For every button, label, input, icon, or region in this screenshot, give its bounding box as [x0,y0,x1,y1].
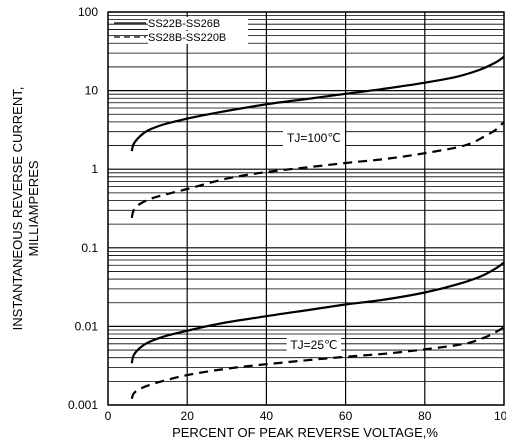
annotation-label: TJ=100℃ [287,131,341,145]
x-axis-title: PERCENT OF PEAK REVERSE VOLTAGE,% [172,425,438,440]
series-line-1 [130,55,505,152]
y-tick-label: 0.1 [81,241,98,255]
y-tick-label: 1 [91,162,98,176]
annotation-label: TJ=25℃ [290,338,337,352]
tick-labels: 0.001 0.01 0.1 1 10 100 0 20 40 60 80 100 [68,5,506,423]
annotation-box [283,128,345,147]
x-tick-label: 60 [339,409,353,423]
annotation-box [286,335,342,354]
y-tick-label: 0.001 [68,398,98,412]
series-line-3 [130,261,505,364]
legend-label: SS22B-SS26B [148,18,220,30]
x-tick-label: 0 [105,409,112,423]
series-line-2 [130,121,505,219]
y-axis-title-line-1: INSTANTANEOUS REVERSE CURRENT, [10,87,25,331]
legend-bg [148,31,248,44]
y-axis-title-2: MILLIAMPERES [26,160,41,256]
x-tick-label: 80 [418,409,432,423]
legend-label: SS28B-SS220B [148,32,226,44]
y-axis-title-line-2: MILLIAMPERES [26,160,41,256]
x-tick-label: 100 [494,409,506,423]
series-group [130,55,505,400]
legend-bg [148,17,248,30]
x-tick-label: 20 [181,409,195,423]
y-tick-label: 10 [85,84,99,98]
y-tick-label: 0.01 [75,319,99,333]
grid [107,11,505,406]
x-tick-label: 40 [260,409,274,423]
y-tick-label: 100 [78,5,98,19]
annotations-group: TJ=100℃ TJ=25℃ [283,128,345,354]
series-line-4 [130,326,505,400]
plot-border [107,11,505,406]
y-axis-title: INSTANTANEOUS REVERSE CURRENT, [10,87,25,331]
legend: SS22B-SS26B SS28B-SS220B [114,17,248,44]
